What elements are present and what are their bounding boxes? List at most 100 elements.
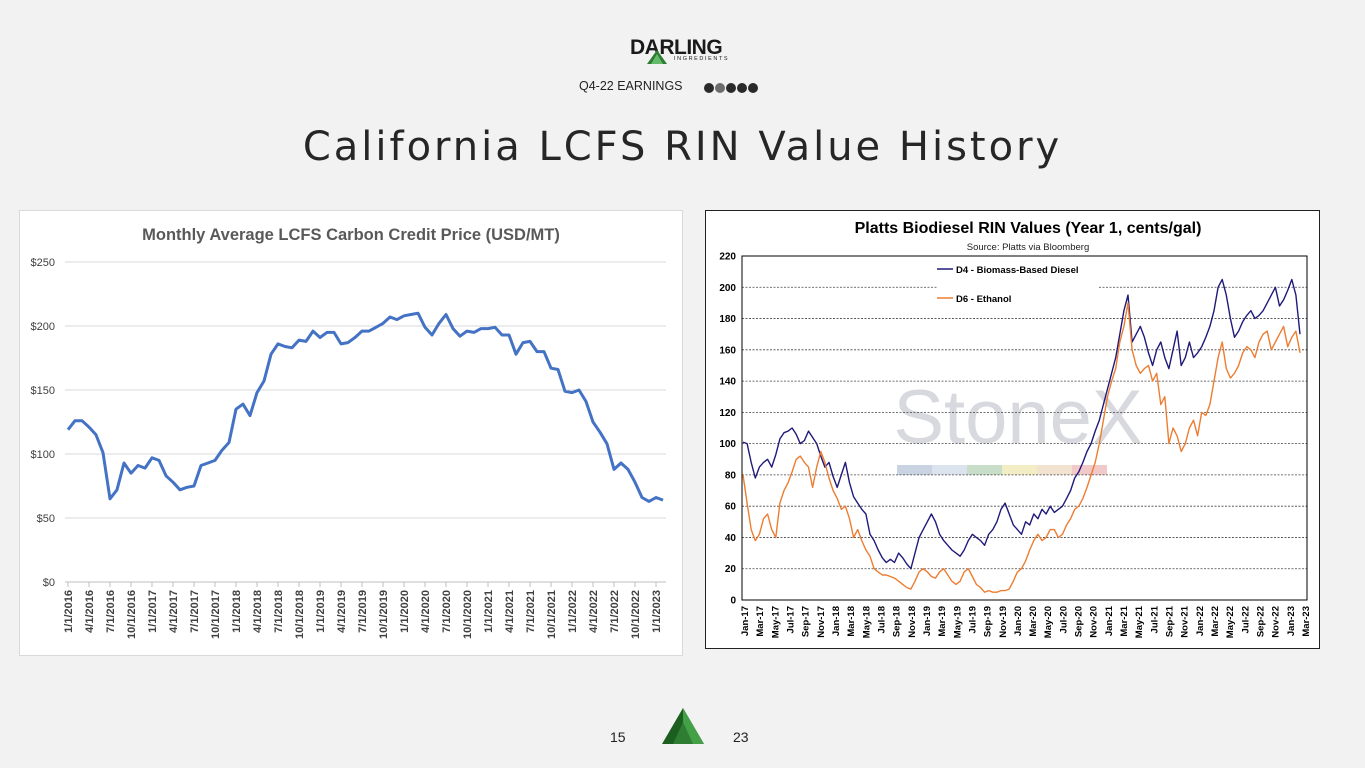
x-tick-label: 1/1/2019 <box>315 590 327 633</box>
section-label: Q4-22 EARNINGS <box>579 79 683 93</box>
y-tick-label: 0 <box>730 596 736 607</box>
series-line-lcfs-price <box>66 311 664 503</box>
x-tick-label: 4/1/2022 <box>588 590 600 633</box>
x-tick-label: Sep-22 <box>1256 606 1267 637</box>
legend-label: D6 - Ethanol <box>956 294 1011 305</box>
progress-dot <box>737 83 747 93</box>
x-tick-label: Jan-23 <box>1286 606 1297 636</box>
page-number: 15 <box>610 729 626 745</box>
x-tick-label: 7/1/2021 <box>525 590 537 633</box>
x-tick-label: 7/1/2018 <box>273 590 285 633</box>
progress-dot <box>704 83 714 93</box>
x-tick-label: Nov-22 <box>1271 606 1282 638</box>
y-tick-label: 80 <box>725 470 737 481</box>
x-tick-label: Sep-18 <box>892 606 903 637</box>
x-tick-label: Mar-21 <box>1119 605 1130 636</box>
logo-triangle-icon <box>662 708 704 744</box>
x-tick-label: 1/1/2022 <box>567 590 579 633</box>
x-tick-label: Nov-20 <box>1089 606 1100 638</box>
series-line-d6 <box>742 302 1301 593</box>
x-tick-label: Jan-19 <box>922 606 933 636</box>
x-tick-label: 1/1/2018 <box>231 590 243 633</box>
watermark: StoneX <box>893 375 1142 460</box>
y-tick-label: 200 <box>719 283 736 294</box>
x-tick-label: Jul-20 <box>1058 606 1069 633</box>
x-tick-label: May-19 <box>952 606 963 638</box>
x-tick-label: Nov-19 <box>998 606 1009 638</box>
progress-dots <box>704 80 759 98</box>
y-tick-label: 140 <box>719 377 736 388</box>
x-tick-label: 1/1/2023 <box>651 590 663 633</box>
x-tick-label: Sep-21 <box>1165 605 1176 637</box>
x-tick-label: 1/1/2017 <box>147 590 159 633</box>
x-tick-label: May-18 <box>861 606 872 638</box>
y-tick-label: 40 <box>725 533 737 544</box>
y-tick-label: $100 <box>31 449 55 461</box>
darling-logo: DARLING INGREDIENTS <box>622 36 742 68</box>
lcfs-price-chart: Monthly Average LCFS Carbon Credit Price… <box>31 226 666 639</box>
watermark-band <box>932 465 967 475</box>
slide-title: California LCFS RIN Value History <box>302 124 1063 170</box>
y-tick-label: 100 <box>719 439 736 450</box>
x-tick-label: Sep-17 <box>801 606 812 637</box>
x-tick-label: 10/1/2022 <box>630 590 642 639</box>
x-tick-label: Jan-22 <box>1195 606 1206 636</box>
x-tick-label: May-17 <box>770 606 781 638</box>
logo-triangle-icon <box>647 50 667 64</box>
y-tick-label: 120 <box>719 408 736 419</box>
watermark-band <box>1002 465 1037 475</box>
x-tick-label: Mar-22 <box>1210 606 1221 637</box>
y-tick-label: 60 <box>725 502 737 513</box>
rin-values-chart: Platts Biodiesel RIN Values (Year 1, cen… <box>719 220 1312 638</box>
chart-subtitle: Source: Platts via Bloomberg <box>967 242 1090 253</box>
logo-subtext: INGREDIENTS <box>674 56 730 62</box>
series-line-d4 <box>742 278 1301 570</box>
x-tick-label: 4/1/2021 <box>504 590 516 633</box>
watermark-band <box>967 465 1002 475</box>
x-tick-label: 1/1/2020 <box>399 590 411 633</box>
footer-year: 23 <box>733 729 749 745</box>
x-tick-label: Jul-21 <box>1149 605 1160 633</box>
x-tick-label: Sep-19 <box>983 606 994 637</box>
x-tick-label: 4/1/2017 <box>168 590 180 633</box>
x-tick-label: Mar-17 <box>755 606 766 637</box>
x-tick-label: 10/1/2021 <box>546 590 558 639</box>
y-tick-label: $200 <box>31 321 55 333</box>
y-tick-label: 160 <box>719 345 736 356</box>
x-tick-label: Mar-18 <box>846 606 857 637</box>
x-tick-label: Nov-21 <box>1180 605 1191 637</box>
x-tick-label: 10/1/2017 <box>210 590 222 639</box>
watermark-band <box>1072 465 1107 475</box>
chart-title: Platts Biodiesel RIN Values (Year 1, cen… <box>855 220 1202 237</box>
x-tick-label: Jul-17 <box>785 606 796 633</box>
x-tick-label: 4/1/2019 <box>336 590 348 633</box>
rin-chart-panel: Platts Biodiesel RIN Values (Year 1, cen… <box>705 210 1320 649</box>
legend-label: D4 - Biomass-Based Diesel <box>956 265 1079 276</box>
y-tick-label: $0 <box>43 577 55 589</box>
watermark-band <box>1037 465 1072 475</box>
x-tick-label: Jan-20 <box>1013 606 1024 636</box>
x-tick-label: 10/1/2019 <box>378 590 390 639</box>
x-tick-label: Jul-19 <box>967 606 978 633</box>
y-tick-label: $250 <box>31 257 55 269</box>
y-tick-label: 180 <box>719 314 736 325</box>
x-tick-label: Jul-18 <box>876 606 887 633</box>
y-tick-label: 220 <box>719 252 736 263</box>
x-tick-label: 7/1/2016 <box>105 590 117 633</box>
watermark-band <box>897 465 932 475</box>
x-tick-label: 4/1/2016 <box>84 590 96 633</box>
x-tick-label: Jan-17 <box>740 606 751 636</box>
x-tick-label: 10/1/2016 <box>126 590 138 639</box>
x-tick-label: 1/1/2016 <box>63 590 75 633</box>
x-tick-label: Mar-20 <box>1028 606 1039 637</box>
x-tick-label: Mar-19 <box>937 606 948 637</box>
x-tick-label: May-20 <box>1043 606 1054 638</box>
x-tick-label: Nov-18 <box>907 606 918 638</box>
x-tick-label: 4/1/2020 <box>420 590 432 633</box>
x-tick-label: Jul-22 <box>1240 606 1251 633</box>
legend-background <box>937 258 1099 302</box>
plot-area-border <box>741 255 1308 601</box>
x-tick-label: 10/1/2018 <box>294 590 306 639</box>
x-tick-label: 7/1/2020 <box>441 590 453 633</box>
x-tick-label: 10/1/2020 <box>462 590 474 639</box>
